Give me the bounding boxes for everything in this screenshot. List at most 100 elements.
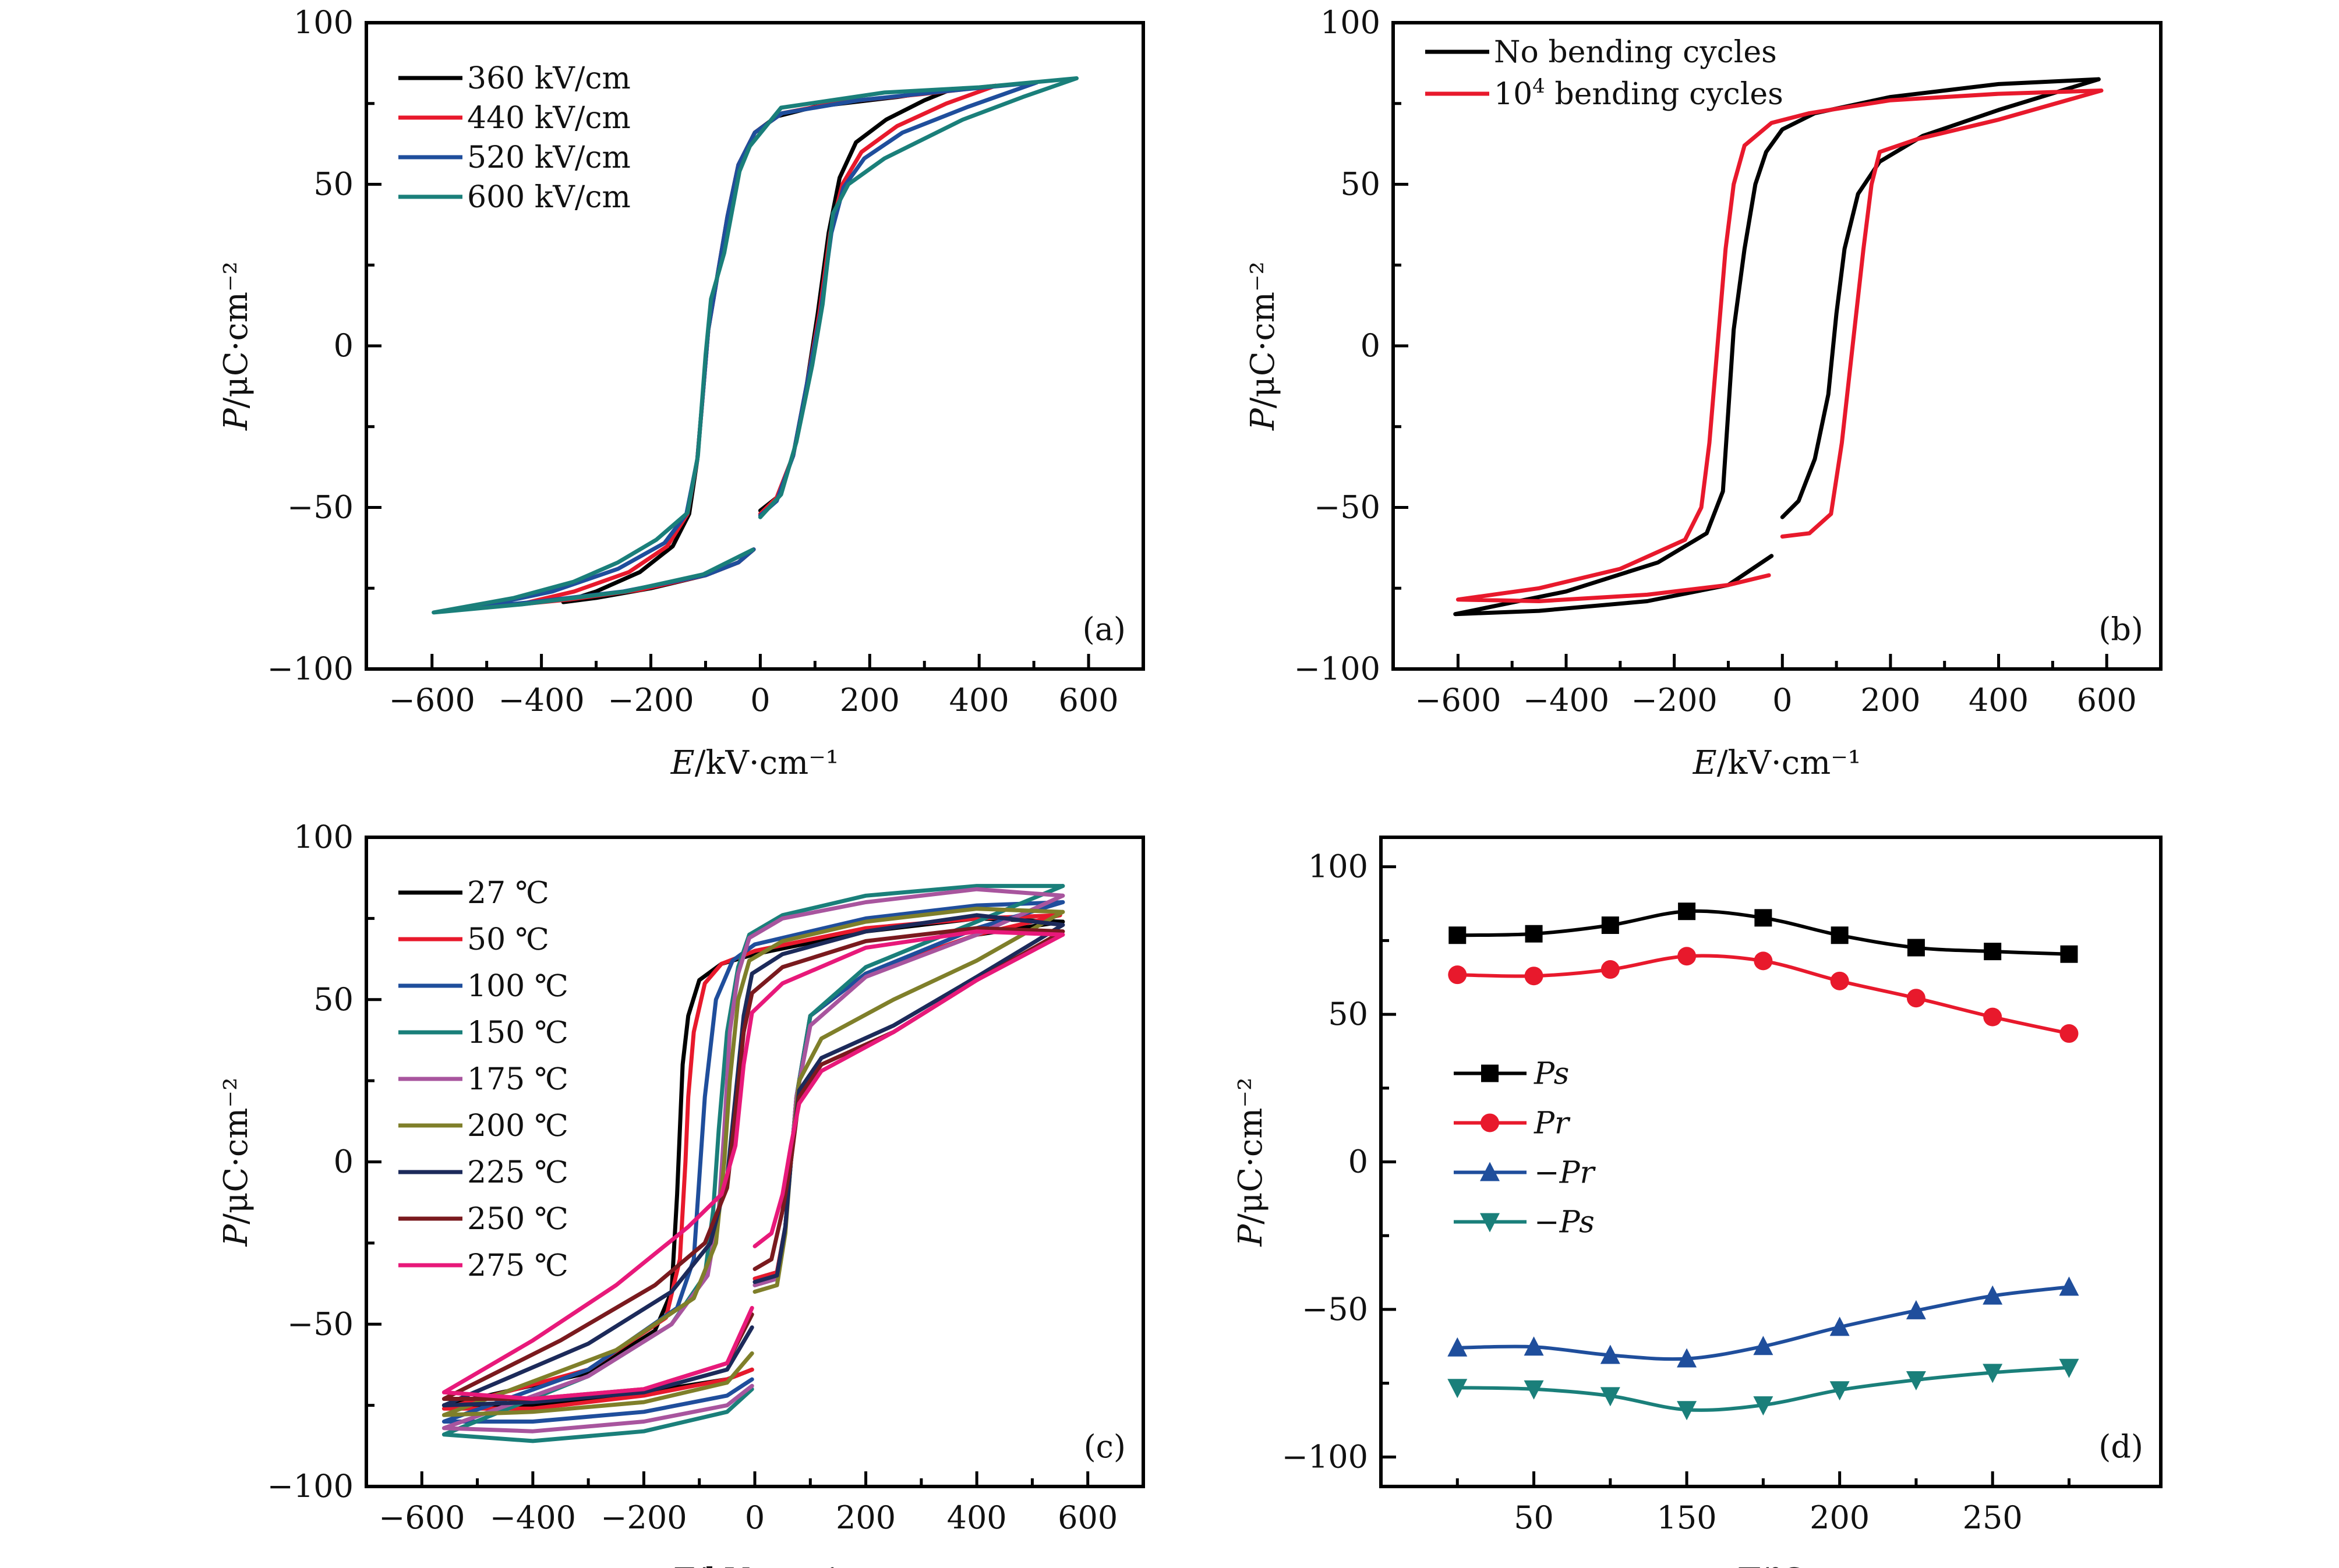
- legend-item: 600 kV/cm: [398, 180, 631, 215]
- data-point: [1524, 1380, 1544, 1400]
- series-600-kv-cm: [432, 76, 1079, 615]
- legend-label: 275 ℃: [467, 1248, 568, 1283]
- legend-marker: [1480, 1162, 1500, 1181]
- legend-label: Ps: [1534, 1056, 1569, 1091]
- legend-label: 600 kV/cm: [467, 180, 631, 215]
- data-point: [1829, 1381, 1850, 1401]
- y-tick-label: 0: [1361, 327, 1380, 364]
- legend: Ps Pr −Pr −Ps: [1454, 1056, 1596, 1240]
- y-axis-title: P/μC·cm⁻²: [1232, 1077, 1270, 1247]
- series--ps: [1447, 1358, 2079, 1421]
- legend-item: 360 kV/cm: [398, 61, 631, 96]
- data-point: [1906, 989, 1925, 1008]
- data-point: [1829, 1316, 1850, 1336]
- x-tick-label: −200: [600, 1499, 687, 1536]
- series-line-segment: [1780, 89, 2104, 539]
- data-point: [1525, 925, 1543, 943]
- x-tick-label: 50: [1514, 1499, 1554, 1536]
- panel-label: (b): [2098, 611, 2143, 647]
- y-tick-label: −50: [287, 489, 354, 526]
- panel-c: −600 −400 −200 0 200 400 600 −100 −50 0 50 100 P/μC·…: [217, 819, 1145, 1568]
- legend-label: −Ps: [1534, 1205, 1595, 1240]
- legend-item: 100 ℃: [398, 969, 568, 1004]
- data-point: [2059, 1358, 2079, 1378]
- data-point: [1753, 1336, 1773, 1355]
- y-tick-label: −100: [1282, 1438, 1368, 1475]
- legend-item: Pr: [1454, 1106, 1571, 1141]
- series-line-segment: [1455, 89, 2104, 603]
- y-tick-label: 50: [313, 981, 354, 1018]
- panel-label: (d): [2098, 1428, 2143, 1465]
- x-axis-title: T/℃: [1736, 1562, 1806, 1568]
- x-tick-label: −400: [1523, 682, 1609, 718]
- legend-label: No bending cycles: [1494, 35, 1777, 70]
- x-tick-label: −200: [1631, 682, 1717, 718]
- legend-item: No bending cycles: [1425, 35, 1777, 70]
- y-tick-label: −50: [1314, 489, 1380, 526]
- x-tick-label: 600: [1059, 682, 1119, 718]
- data-point: [1678, 902, 1696, 921]
- data-point: [2059, 1024, 2079, 1043]
- y-tick-label: −50: [287, 1305, 354, 1342]
- x-tick-label: 200: [840, 682, 900, 718]
- x-tick-label: 600: [2077, 682, 2137, 718]
- data-point: [1754, 951, 1773, 971]
- data-point: [1831, 926, 1849, 944]
- x-tick-label: 0: [750, 682, 770, 718]
- x-tick-label: 200: [1810, 1499, 1870, 1536]
- data-point: [1677, 947, 1697, 966]
- legend-item: 175 ℃: [398, 1062, 568, 1097]
- data-point: [1524, 967, 1543, 986]
- data-point: [1753, 1396, 1773, 1416]
- legend-label: 100 ℃: [467, 969, 568, 1004]
- legend-label: −Pr: [1534, 1155, 1596, 1190]
- series-line-segment: [441, 884, 1065, 1443]
- legend-label: 250 ℃: [467, 1202, 568, 1237]
- y-axis-title: P/μC·cm⁻²: [1244, 261, 1282, 431]
- legend-label: 200 ℃: [467, 1109, 568, 1144]
- series-line-segment: [752, 932, 1065, 1248]
- legend-item: 225 ℃: [398, 1155, 568, 1190]
- legend-item: 250 ℃: [398, 1202, 568, 1237]
- data-point: [1754, 909, 1772, 927]
- legend-item: −Pr: [1454, 1155, 1596, 1190]
- data-point: [1601, 916, 1619, 935]
- data-point: [1600, 960, 1620, 979]
- legend-label: 225 ℃: [467, 1155, 568, 1190]
- y-tick-label: −100: [1294, 650, 1380, 687]
- series-line-segment: [752, 923, 1065, 1284]
- y-tick-label: 50: [313, 166, 354, 203]
- x-axis-title: E/kV·cm⁻¹: [670, 1562, 839, 1568]
- data-point: [1677, 1348, 1697, 1368]
- series-line-segment: [441, 929, 1065, 1401]
- x-tick-label: 400: [1969, 682, 2029, 718]
- legend-label: 50 ℃: [467, 922, 549, 957]
- y-axis-title: P/μC·cm⁻²: [217, 1077, 255, 1247]
- data-point: [1600, 1344, 1620, 1364]
- panel-d: 50 150 200 250 −100 −50 0 50 100 P/μC·cm⁻² T/℃ (d) P…: [1232, 836, 2163, 1568]
- series--pr: [1447, 1276, 2079, 1368]
- y-tick-label: 50: [1328, 996, 1368, 1032]
- legend-marker: [1481, 1113, 1499, 1132]
- y-tick-label: 0: [334, 327, 354, 364]
- x-tick-label: 250: [1963, 1499, 2023, 1536]
- legend-item: 27 ℃: [398, 876, 549, 911]
- x-axis-title: E/kV·cm⁻¹: [670, 744, 839, 782]
- legend-label: Pr: [1534, 1106, 1571, 1141]
- legend-item: 440 kV/cm: [398, 101, 631, 136]
- data-point: [1983, 1285, 2003, 1305]
- x-tick-label: −400: [490, 1499, 576, 1536]
- legend-label: 360 kV/cm: [467, 61, 631, 96]
- legend-item: 50 ℃: [398, 922, 549, 957]
- y-tick-label: 100: [294, 819, 354, 855]
- legend-marker: [1481, 1064, 1499, 1082]
- x-tick-label: −600: [379, 1499, 465, 1536]
- y-tick-label: 0: [1348, 1144, 1368, 1180]
- legend-item: Ps: [1454, 1056, 1569, 1091]
- data-point: [1448, 926, 1467, 944]
- series-line-segment: [758, 76, 1079, 519]
- x-tick-label: 0: [1772, 682, 1792, 718]
- x-tick-label: 200: [1860, 682, 1920, 718]
- data-point: [1906, 1371, 1926, 1391]
